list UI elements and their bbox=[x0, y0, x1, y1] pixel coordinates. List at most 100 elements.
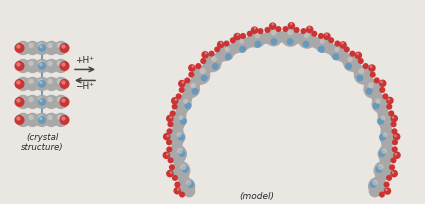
Circle shape bbox=[182, 80, 200, 98]
Circle shape bbox=[294, 27, 300, 33]
Circle shape bbox=[166, 170, 174, 177]
Circle shape bbox=[38, 79, 43, 84]
Circle shape bbox=[392, 116, 394, 119]
Circle shape bbox=[38, 97, 43, 102]
Circle shape bbox=[330, 45, 346, 61]
Circle shape bbox=[275, 26, 281, 32]
Circle shape bbox=[378, 159, 391, 171]
Circle shape bbox=[28, 61, 34, 66]
Circle shape bbox=[47, 115, 53, 120]
Circle shape bbox=[173, 187, 181, 194]
Circle shape bbox=[172, 104, 178, 110]
Circle shape bbox=[163, 133, 170, 141]
Circle shape bbox=[176, 170, 189, 182]
Circle shape bbox=[212, 63, 219, 70]
Circle shape bbox=[251, 26, 258, 34]
Circle shape bbox=[384, 187, 391, 195]
Circle shape bbox=[394, 153, 397, 156]
Circle shape bbox=[40, 63, 42, 66]
Circle shape bbox=[35, 77, 49, 91]
Circle shape bbox=[392, 146, 398, 152]
Circle shape bbox=[380, 81, 383, 83]
Circle shape bbox=[230, 37, 236, 43]
Circle shape bbox=[54, 41, 68, 55]
Circle shape bbox=[16, 41, 30, 55]
Circle shape bbox=[286, 38, 294, 45]
Circle shape bbox=[209, 51, 215, 57]
Circle shape bbox=[376, 103, 388, 116]
Circle shape bbox=[341, 53, 354, 66]
Circle shape bbox=[178, 150, 185, 157]
Circle shape bbox=[180, 164, 186, 170]
Circle shape bbox=[54, 59, 68, 73]
Circle shape bbox=[279, 31, 291, 43]
Circle shape bbox=[181, 166, 189, 173]
Circle shape bbox=[236, 33, 239, 36]
Circle shape bbox=[262, 32, 274, 44]
Circle shape bbox=[200, 68, 206, 74]
Circle shape bbox=[246, 31, 253, 37]
Circle shape bbox=[249, 32, 265, 48]
Circle shape bbox=[378, 164, 384, 170]
Circle shape bbox=[38, 98, 46, 106]
Circle shape bbox=[383, 182, 390, 188]
Circle shape bbox=[220, 41, 223, 44]
Circle shape bbox=[38, 80, 46, 88]
Circle shape bbox=[388, 110, 394, 116]
Circle shape bbox=[19, 97, 24, 102]
Circle shape bbox=[174, 109, 187, 121]
Circle shape bbox=[172, 120, 184, 132]
Circle shape bbox=[343, 55, 360, 72]
Circle shape bbox=[375, 99, 381, 104]
Circle shape bbox=[380, 115, 385, 120]
Circle shape bbox=[315, 38, 331, 53]
Circle shape bbox=[392, 139, 398, 145]
Circle shape bbox=[162, 152, 170, 159]
Circle shape bbox=[368, 82, 374, 88]
Circle shape bbox=[347, 57, 353, 62]
Circle shape bbox=[166, 115, 173, 122]
Circle shape bbox=[35, 41, 49, 55]
Circle shape bbox=[184, 102, 191, 109]
Circle shape bbox=[60, 97, 70, 107]
Circle shape bbox=[370, 72, 376, 78]
Circle shape bbox=[201, 74, 208, 81]
Circle shape bbox=[300, 28, 306, 34]
Circle shape bbox=[176, 103, 188, 116]
Circle shape bbox=[16, 113, 30, 127]
Circle shape bbox=[356, 74, 363, 81]
Circle shape bbox=[44, 59, 59, 73]
Circle shape bbox=[57, 97, 62, 102]
Circle shape bbox=[349, 61, 362, 73]
Circle shape bbox=[191, 66, 210, 85]
Circle shape bbox=[183, 185, 196, 197]
Circle shape bbox=[204, 54, 222, 72]
Circle shape bbox=[380, 120, 392, 132]
Circle shape bbox=[166, 153, 169, 156]
Circle shape bbox=[168, 145, 187, 163]
Circle shape bbox=[239, 46, 246, 53]
Circle shape bbox=[372, 93, 384, 105]
Circle shape bbox=[195, 63, 201, 69]
Circle shape bbox=[358, 68, 364, 74]
Circle shape bbox=[40, 99, 42, 102]
Circle shape bbox=[61, 116, 65, 121]
Circle shape bbox=[386, 175, 392, 181]
Text: +H⁺: +H⁺ bbox=[76, 57, 94, 65]
Circle shape bbox=[191, 73, 204, 86]
Circle shape bbox=[287, 29, 293, 35]
Circle shape bbox=[358, 58, 364, 64]
Circle shape bbox=[374, 77, 380, 83]
Circle shape bbox=[54, 113, 68, 127]
Circle shape bbox=[374, 161, 393, 180]
Circle shape bbox=[378, 145, 395, 163]
Circle shape bbox=[349, 51, 355, 57]
Circle shape bbox=[283, 26, 289, 32]
Circle shape bbox=[180, 93, 192, 105]
Circle shape bbox=[44, 41, 59, 55]
Circle shape bbox=[173, 159, 186, 171]
Circle shape bbox=[61, 80, 65, 85]
Circle shape bbox=[318, 46, 325, 53]
Circle shape bbox=[54, 95, 68, 109]
Circle shape bbox=[26, 59, 40, 73]
